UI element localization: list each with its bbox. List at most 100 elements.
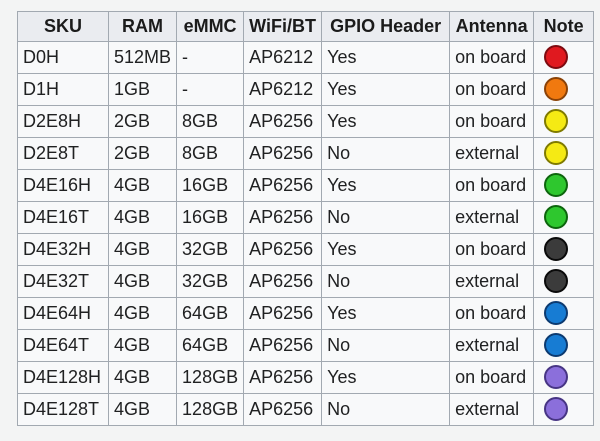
- cell-emmc: 128GB: [176, 361, 245, 394]
- cell-gpio: Yes: [321, 105, 451, 138]
- cell-emmc: 8GB: [176, 105, 245, 138]
- cell-wifi: AP6212: [243, 41, 323, 74]
- cell-sku: D4E64T: [17, 329, 109, 362]
- cell-gpio: Yes: [321, 233, 451, 266]
- table-row: D4E16T 4GB 16GB AP6256 No external: [17, 201, 595, 234]
- cell-antenna: on board: [449, 105, 535, 138]
- header-note: Note: [533, 11, 595, 42]
- cell-note: [533, 41, 595, 74]
- table-row: D4E128T 4GB 128GB AP6256 No external: [17, 393, 595, 426]
- header-sku: SKU: [17, 11, 109, 42]
- orange-circle-icon: [544, 76, 569, 101]
- cell-sku: D4E32T: [17, 265, 109, 298]
- cell-gpio: No: [321, 201, 451, 234]
- cell-gpio: Yes: [321, 41, 451, 74]
- red-circle-icon: [544, 44, 569, 69]
- cell-emmc: -: [176, 73, 245, 106]
- cell-gpio: Yes: [321, 73, 451, 106]
- cell-emmc: -: [176, 41, 245, 74]
- header-ram: RAM: [107, 11, 178, 42]
- cell-sku: D4E16T: [17, 201, 109, 234]
- yellow-circle-icon: [544, 108, 569, 133]
- header-row: SKU RAM eMMC WiFi/BT GPIO Header Antenna…: [17, 11, 595, 42]
- cell-ram: 4GB: [107, 233, 178, 266]
- cell-gpio: Yes: [321, 297, 451, 330]
- cell-sku: D4E32H: [17, 233, 109, 266]
- cell-sku: D4E16H: [17, 169, 109, 202]
- green-circle-icon: [544, 204, 569, 229]
- cell-ram: 4GB: [107, 329, 178, 362]
- table-row: D4E128H 4GB 128GB AP6256 Yes on board: [17, 361, 595, 394]
- green-circle-icon: [544, 172, 569, 197]
- header-wifi-bt: WiFi/BT: [243, 11, 323, 42]
- cell-note: [533, 265, 595, 298]
- cell-sku: D4E128T: [17, 393, 109, 426]
- cell-antenna: external: [449, 201, 535, 234]
- cell-emmc: 128GB: [176, 393, 245, 426]
- table-header: SKU RAM eMMC WiFi/BT GPIO Header Antenna…: [17, 11, 595, 42]
- cell-ram: 4GB: [107, 169, 178, 202]
- cell-note: [533, 73, 595, 106]
- table-row: D4E32H 4GB 32GB AP6256 Yes on board: [17, 233, 595, 266]
- cell-emmc: 16GB: [176, 201, 245, 234]
- cell-wifi: AP6256: [243, 105, 323, 138]
- cell-note: [533, 361, 595, 394]
- cell-note: [533, 393, 595, 426]
- cell-ram: 4GB: [107, 297, 178, 330]
- cell-note: [533, 169, 595, 202]
- cell-antenna: external: [449, 265, 535, 298]
- cell-wifi: AP6256: [243, 329, 323, 362]
- table-row: D0H 512MB - AP6212 Yes on board: [17, 41, 595, 74]
- cell-antenna: on board: [449, 233, 535, 266]
- cell-antenna: external: [449, 393, 535, 426]
- cell-note: [533, 201, 595, 234]
- table-row: D1H 1GB - AP6212 Yes on board: [17, 73, 595, 106]
- cell-gpio: No: [321, 137, 451, 170]
- cell-gpio: Yes: [321, 361, 451, 394]
- cell-wifi: AP6256: [243, 361, 323, 394]
- sku-variants-table: SKU RAM eMMC WiFi/BT GPIO Header Antenna…: [17, 11, 595, 426]
- cell-sku: D4E128H: [17, 361, 109, 394]
- purple-circle-icon: [544, 396, 569, 421]
- cell-gpio: No: [321, 265, 451, 298]
- cell-ram: 2GB: [107, 105, 178, 138]
- header-gpio: GPIO Header: [321, 11, 451, 42]
- table-row: D2E8H 2GB 8GB AP6256 Yes on board: [17, 105, 595, 138]
- black-circle-icon: [544, 268, 569, 293]
- cell-antenna: on board: [449, 41, 535, 74]
- cell-wifi: AP6256: [243, 201, 323, 234]
- table-body: D0H 512MB - AP6212 Yes on board D1H 1GB - AP6212 Y…: [17, 41, 595, 426]
- cell-sku: D2E8H: [17, 105, 109, 138]
- cell-emmc: 64GB: [176, 297, 245, 330]
- cell-antenna: external: [449, 329, 535, 362]
- purple-circle-icon: [544, 364, 569, 389]
- cell-emmc: 32GB: [176, 265, 245, 298]
- blue-circle-icon: [544, 300, 569, 325]
- cell-sku: D1H: [17, 73, 109, 106]
- blue-circle-icon: [544, 332, 569, 357]
- cell-ram: 4GB: [107, 265, 178, 298]
- cell-wifi: AP6256: [243, 137, 323, 170]
- cell-antenna: on board: [449, 169, 535, 202]
- cell-ram: 4GB: [107, 361, 178, 394]
- cell-antenna: external: [449, 137, 535, 170]
- cell-sku: D0H: [17, 41, 109, 74]
- cell-sku: D4E64H: [17, 297, 109, 330]
- cell-ram: 4GB: [107, 201, 178, 234]
- cell-ram: 2GB: [107, 137, 178, 170]
- black-circle-icon: [544, 236, 569, 261]
- cell-wifi: AP6256: [243, 265, 323, 298]
- cell-note: [533, 137, 595, 170]
- cell-note: [533, 329, 595, 362]
- cell-emmc: 64GB: [176, 329, 245, 362]
- yellow-circle-icon: [544, 140, 569, 165]
- table-row: D4E64T 4GB 64GB AP6256 No external: [17, 329, 595, 362]
- cell-sku: D2E8T: [17, 137, 109, 170]
- cell-antenna: on board: [449, 297, 535, 330]
- cell-wifi: AP6256: [243, 169, 323, 202]
- header-antenna: Antenna: [449, 11, 535, 42]
- cell-emmc: 8GB: [176, 137, 245, 170]
- table-row: D4E64H 4GB 64GB AP6256 Yes on board: [17, 297, 595, 330]
- cell-wifi: AP6256: [243, 233, 323, 266]
